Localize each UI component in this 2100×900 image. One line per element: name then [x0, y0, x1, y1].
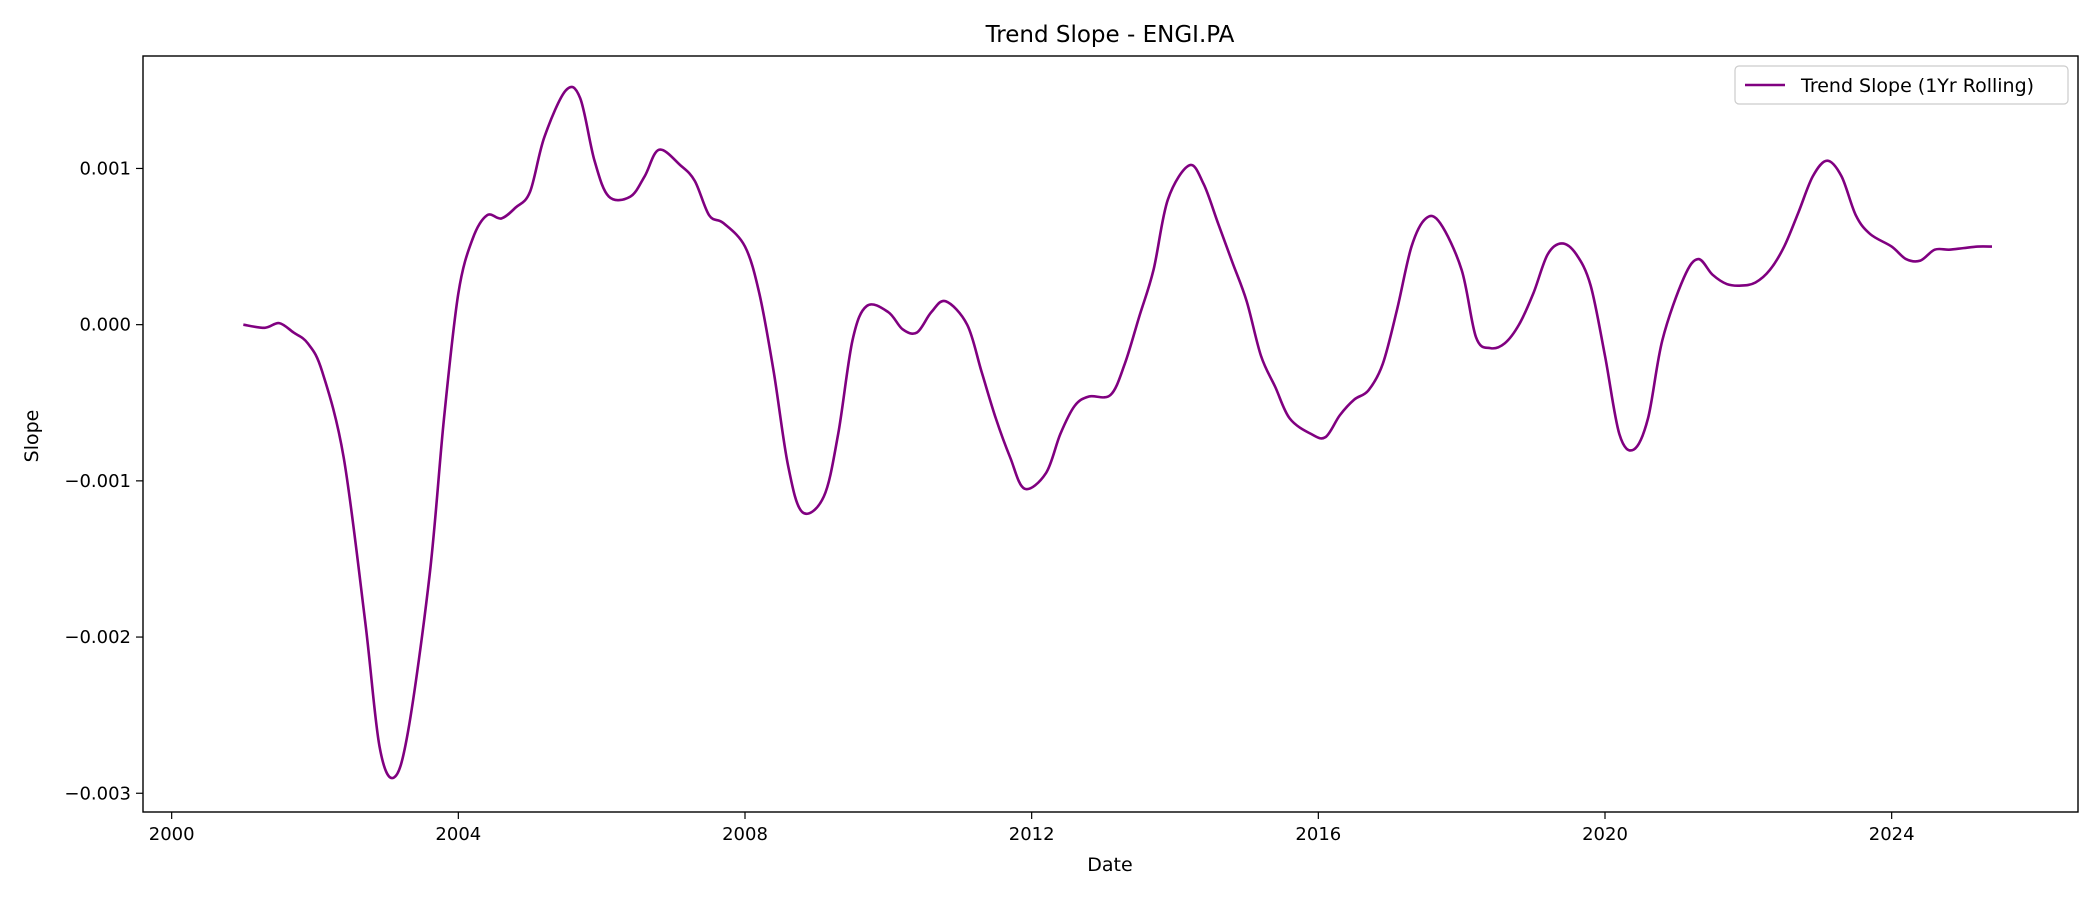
y-tick-label-3: 0.000	[79, 315, 131, 336]
x-axis: 2000 2004 2008 2012 2016 2020 2024	[149, 812, 1915, 845]
x-tick-label-2: 2008	[722, 824, 768, 845]
x-tick-label-4: 2016	[1295, 824, 1341, 845]
y-tick-label-4: 0.001	[79, 158, 131, 179]
y-axis-label: Slope	[21, 410, 43, 463]
axes-frame	[142, 55, 2079, 813]
x-tick-label-3: 2012	[1009, 824, 1055, 845]
x-tick-label-1: 2004	[435, 824, 481, 845]
plot-area	[142, 55, 2079, 813]
x-tick-label-5: 2020	[1582, 824, 1628, 845]
x-tick-label-6: 2024	[1869, 824, 1915, 845]
legend-box	[1734, 65, 2069, 105]
legend: Trend Slope (1Yr Rolling)	[1734, 65, 2069, 105]
y-tick-label-1: −0.002	[64, 627, 131, 648]
series-layer	[243, 85, 1993, 780]
legend-label-0: Trend Slope (1Yr Rolling)	[1800, 75, 2034, 97]
y-tick-label-2: −0.001	[64, 471, 131, 492]
y-tick-label-0: −0.003	[64, 783, 131, 804]
chart-title: Trend Slope - ENGI.PA	[985, 22, 1235, 48]
x-tick-label-0: 2000	[149, 824, 195, 845]
x-axis-label: Date	[1087, 854, 1132, 876]
y-axis: −0.003 −0.002 −0.001 0.000 0.001	[64, 158, 143, 804]
series-line-0	[243, 85, 1993, 780]
